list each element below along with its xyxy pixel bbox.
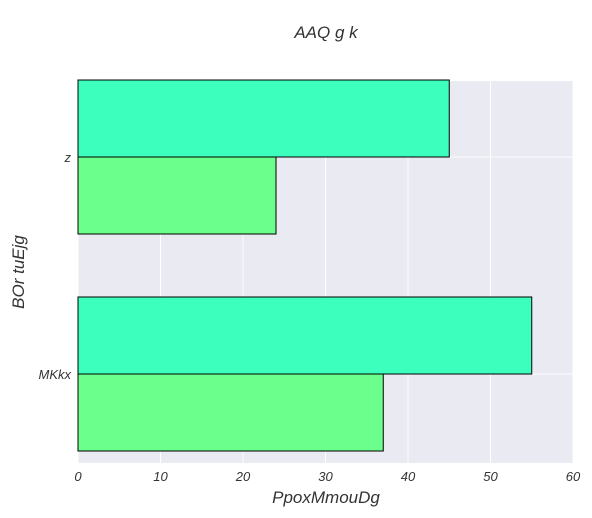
bar <box>77 296 533 375</box>
x-tick-labels: 0 10 20 30 40 50 60 <box>74 469 581 484</box>
x-tick-label: 40 <box>401 469 416 484</box>
y-tick-label: MKkx <box>39 367 72 382</box>
bar <box>77 373 384 452</box>
y-tick-label: z <box>64 150 72 165</box>
x-axis-label: PpoxMmouDg <box>272 488 380 507</box>
y-axis-label: BOr tuEjg <box>9 235 28 309</box>
x-tick-label: 30 <box>318 469 333 484</box>
bar <box>77 156 277 235</box>
x-tick-label: 10 <box>153 469 168 484</box>
y-tick-labels: z MKkx <box>39 150 72 382</box>
bar <box>77 79 450 158</box>
chart-title: AAQ g k <box>293 23 359 42</box>
x-tick-label: 60 <box>566 469 581 484</box>
bars <box>77 79 533 452</box>
x-tick-label: 50 <box>483 469 498 484</box>
x-tick-label: 20 <box>235 469 251 484</box>
x-tick-label: 0 <box>74 469 82 484</box>
